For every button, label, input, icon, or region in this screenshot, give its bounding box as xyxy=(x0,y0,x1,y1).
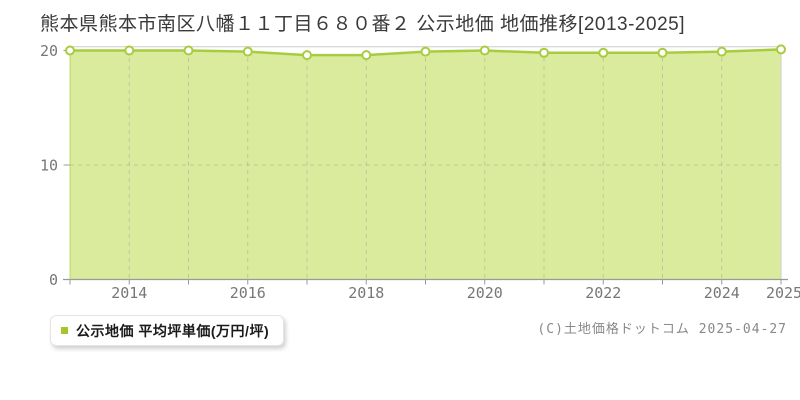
area-fill xyxy=(70,49,781,280)
x-tick-label: 2016 xyxy=(230,284,266,302)
x-tick-label: 2014 xyxy=(111,284,147,302)
legend-series-marker-icon xyxy=(61,327,68,334)
data-point-2023[interactable] xyxy=(657,47,668,58)
data-point-2022[interactable] xyxy=(598,47,609,58)
data-point-2015[interactable] xyxy=(183,45,194,56)
copyright-text: (C)土地価格ドットコム 2025-04-27 xyxy=(537,322,787,337)
data-point-2017[interactable] xyxy=(302,50,312,61)
price-trend-chart-svg: 0 10 20 2014 2016 2018 2020 2022 2024 2025 xyxy=(40,42,800,302)
legend-box: 公示地価 平均坪単価(万円/坪) xyxy=(50,315,285,346)
x-tick-label: 2018 xyxy=(348,284,384,302)
x-tick-label: 2024 xyxy=(704,284,740,302)
y-tick-label: 10 xyxy=(40,157,58,175)
data-point-2016[interactable] xyxy=(242,46,253,57)
data-point-2020[interactable] xyxy=(479,45,490,56)
data-point-2021[interactable] xyxy=(539,47,549,58)
legend-series-label: 公示地価 平均坪単価(万円/坪) xyxy=(76,322,270,339)
data-point-2024[interactable] xyxy=(716,46,727,57)
x-tick-label: 2020 xyxy=(467,284,503,302)
x-tick-label: 2022 xyxy=(585,284,621,302)
data-point-2018[interactable] xyxy=(361,50,372,61)
y-tick-label: 20 xyxy=(40,42,58,60)
y-tick-label: 0 xyxy=(49,271,58,289)
x-tick-label: 2025 xyxy=(766,284,800,302)
data-point-2019[interactable] xyxy=(420,46,431,57)
page-title: 熊本県熊本市南区八幡１１丁目６８０番２ 公示地価 地価推移[2013-2025] xyxy=(40,14,685,35)
data-point-2013[interactable] xyxy=(65,45,75,56)
data-point-2014[interactable] xyxy=(124,45,135,56)
data-point-2025[interactable] xyxy=(776,44,786,55)
price-trend-chart: 0 10 20 2014 2016 2018 2020 2022 2024 2025 xyxy=(0,38,800,308)
